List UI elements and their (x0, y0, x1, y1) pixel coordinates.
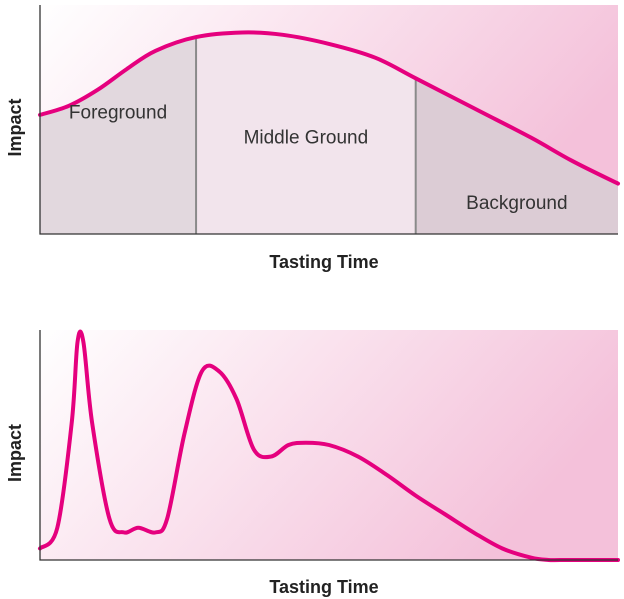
region-label: Foreground (69, 103, 167, 124)
x-axis-title: Tasting Time (269, 577, 378, 597)
y-axis-title: Impact (5, 98, 25, 156)
region-label: Background (466, 193, 567, 214)
divider-layer (195, 37, 417, 234)
impact-curve (38, 329, 620, 563)
y-axis-title: Impact (5, 424, 25, 482)
impact-curve (38, 30, 620, 186)
bottom-chart: Tasting Time Impact (5, 329, 620, 597)
top-chart: Foreground Middle Ground Background Tastin… (5, 5, 620, 272)
region-middle-ground (196, 32, 416, 234)
axes (39, 5, 618, 235)
axes (39, 330, 618, 561)
region-label-layer: Foreground Middle Ground Background (69, 103, 568, 215)
region-label: Middle Ground (244, 128, 369, 149)
x-axis-title: Tasting Time (269, 252, 378, 272)
